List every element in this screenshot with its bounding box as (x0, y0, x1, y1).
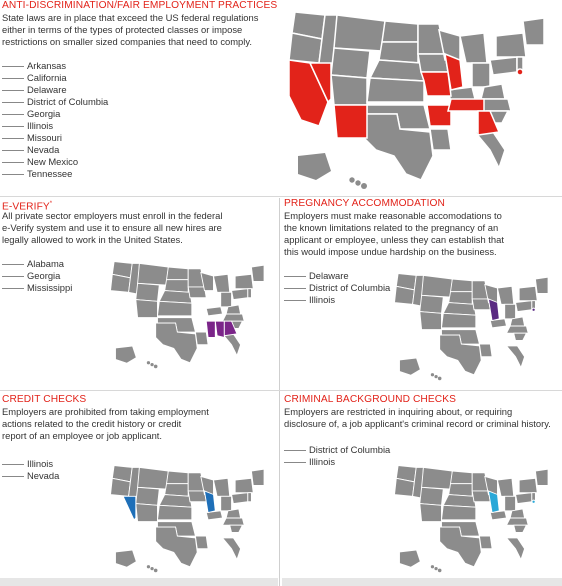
description-line: restrictions on smaller sized companies … (2, 36, 252, 47)
pregnancy-description: Employers must make reasonable accomodat… (284, 210, 504, 258)
description-line: Employers must make reasonable accomodat… (284, 210, 502, 221)
description-line: actions related to the credit history or… (2, 418, 182, 429)
description-line: legally allowed to work in the United St… (2, 234, 183, 245)
us-map-e-verify (109, 260, 265, 370)
criminal-background-panel: CRIMINAL BACKGROUND CHECKS Employers are… (282, 394, 562, 578)
highlighted-states (205, 320, 238, 339)
credit-checks-title: CREDIT CHECKS (2, 394, 87, 405)
us-map-credit-checks (109, 464, 265, 574)
footer-bar-left (0, 578, 278, 586)
pregnancy-title: PREGNANCY ACCOMMODATION (284, 198, 445, 209)
description-line: this would impose undue hardship on the … (284, 246, 497, 257)
credit-checks-description: Employers are prohibited from taking emp… (2, 406, 209, 442)
state-list-item: New Mexico (2, 156, 108, 168)
state-list-item: Illinois (284, 456, 390, 468)
state-list-item: Tennessee (2, 168, 108, 180)
pregnancy-state-list: Delaware District of Columbia Illinois (284, 270, 390, 306)
us-map-pregnancy (393, 272, 549, 382)
state-list-item: Georgia (2, 108, 108, 120)
description-line: disclosure of, a job applicant's crimina… (284, 418, 551, 429)
highlighted-states (487, 490, 536, 514)
state-list-item: Illinois (284, 294, 390, 306)
state-list-item: Georgia (2, 270, 72, 282)
state-list-item: District of Columbia (284, 282, 390, 294)
criminal-background-description: Employers are restricted in inquiring ab… (284, 406, 551, 430)
e-verify-state-list: Alabama Georgia Mississippi (2, 258, 72, 294)
criminal-background-state-list: District of Columbia Illinois (284, 444, 390, 468)
anti-discrimination-description: State laws are in place that exceed the … (2, 12, 258, 48)
state-list-item: Delaware (284, 270, 390, 282)
state-list-item: Arkansas (2, 60, 108, 72)
state-list-item: California (2, 72, 108, 84)
footer-bar-right (282, 578, 562, 586)
e-verify-description: All private sector employers must enroll… (2, 210, 222, 246)
pregnancy-panel: PREGNANCY ACCOMMODATION Employers must m… (282, 198, 562, 390)
description-line: e-Verify system and use it to ensure all… (2, 222, 222, 233)
description-line: report of an employee or job applicant. (2, 430, 162, 441)
state-list-item: District of Columbia (284, 444, 390, 456)
description-line: Employers are prohibited from taking emp… (2, 406, 209, 417)
description-line: the known limitations related to the pre… (284, 222, 499, 233)
criminal-background-title: CRIMINAL BACKGROUND CHECKS (284, 394, 457, 405)
state-list-item: Nevada (2, 144, 108, 156)
state-list-item: Missouri (2, 132, 108, 144)
highlighted-states (122, 490, 216, 521)
us-map-anti-discrimination (287, 10, 546, 191)
description-line: All private sector employers must enroll… (2, 210, 223, 221)
credit-checks-state-list: Illinois Nevada (2, 458, 59, 482)
state-list-item: District of Columbia (2, 96, 108, 108)
description-line: either in terms of the types of protecte… (2, 24, 243, 35)
anti-discrimination-state-list: Arkansas California Delaware District of… (2, 60, 108, 180)
us-map-criminal-background (393, 464, 549, 574)
e-verify-title: E-VERIFY* (2, 201, 53, 213)
description-line: State laws are in place that exceed the … (2, 12, 259, 23)
highlighted-states (487, 298, 536, 322)
e-verify-panel: E-VERIFY* All private sector employers m… (0, 198, 278, 390)
description-line: Employers are restricted in inquiring ab… (284, 406, 513, 417)
state-list-item: Alabama (2, 258, 72, 270)
anti-discrimination-title: ANTI-DISCRIMINATION/FAIR EMPLOYMENT PRAC… (2, 0, 278, 11)
state-list-item: Illinois (2, 458, 59, 470)
state-list-item: Nevada (2, 470, 59, 482)
description-line: applicant or employee, unless they can e… (284, 234, 504, 245)
anti-discrimination-panel: ANTI-DISCRIMINATION/FAIR EMPLOYMENT PRAC… (0, 0, 562, 196)
state-list-item: Mississippi (2, 282, 72, 294)
state-list-item: Delaware (2, 84, 108, 96)
state-list-item: Illinois (2, 120, 108, 132)
credit-checks-panel: CREDIT CHECKS Employers are prohibited f… (0, 394, 278, 578)
highlighted-states (288, 52, 524, 139)
